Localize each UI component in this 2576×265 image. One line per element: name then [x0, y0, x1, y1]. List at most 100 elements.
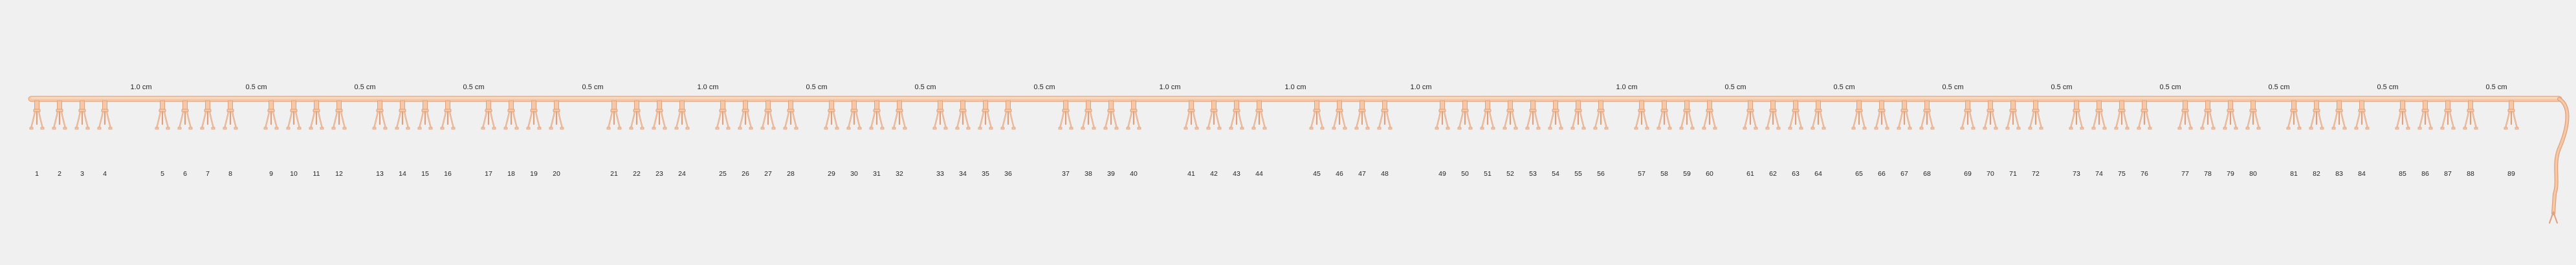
- tube-stem: [2097, 100, 2102, 111]
- spacing-label: 0.5 cm: [2159, 83, 2181, 91]
- drip-tube: [2440, 100, 2456, 130]
- tube-stem: [1576, 100, 1581, 111]
- dripper-foot-right: [771, 127, 776, 130]
- dripper-foot-left: [1435, 127, 1439, 130]
- dripper-foot-right: [2515, 127, 2519, 130]
- drip-tube: [52, 100, 67, 130]
- dripper-foot-right: [451, 127, 456, 130]
- tube-stem: [1462, 100, 1468, 111]
- dripper-legs-inner: [1230, 111, 1243, 129]
- dripper-legs-inner: [934, 111, 947, 129]
- tube-stem: [1770, 100, 1776, 111]
- dripper-legs-inner: [1356, 111, 1369, 129]
- tube-number-label: 14: [399, 170, 406, 178]
- dripper-foot-right: [943, 127, 948, 130]
- tube-stem: [938, 100, 943, 111]
- spacing-label: 0.5 cm: [2051, 83, 2072, 91]
- dripper-legs-inner: [1526, 111, 1539, 129]
- drip-tube: [2417, 100, 2433, 130]
- tube-number-label: 30: [850, 170, 858, 178]
- drip-tube: [2069, 100, 2084, 130]
- dripper-legs-inner: [1984, 111, 1997, 129]
- tube-number-label: 72: [2032, 170, 2040, 178]
- tube-number-label: 82: [2313, 170, 2320, 178]
- tube-number-label: 19: [530, 170, 538, 178]
- dripper-foot-right: [1491, 127, 1495, 130]
- dripper-legs-inner: [784, 111, 797, 129]
- dripper-foot-right: [297, 127, 302, 130]
- main-pipe-highlight: [31, 97, 2559, 99]
- tube-number-label: 55: [1574, 170, 1582, 178]
- dripper-legs-inner: [653, 111, 666, 129]
- drip-tube: [503, 100, 519, 130]
- tube-stem: [1793, 100, 1798, 111]
- dripper-foot-right: [537, 127, 542, 130]
- dripper-foot-right: [2365, 127, 2370, 130]
- dripper-legs-inner: [2070, 111, 2083, 129]
- drip-tube: [1983, 100, 1998, 130]
- drip-tube: [155, 100, 170, 130]
- tube-stem: [1965, 100, 1970, 111]
- dripper-foot-left: [674, 127, 679, 130]
- tube-number-label: 76: [2141, 170, 2148, 178]
- dripper-legs-inner: [1105, 111, 1117, 129]
- tube-number-label: 59: [1683, 170, 1691, 178]
- tube-stem: [1382, 100, 1387, 111]
- dripper-foot-left: [1309, 127, 1314, 130]
- dripper-foot-left: [503, 127, 508, 130]
- tube-stem: [2314, 100, 2319, 111]
- dripper-foot-left: [606, 127, 611, 130]
- dripper-foot-right: [428, 127, 433, 130]
- tube-number-label: 26: [742, 170, 749, 178]
- dripper-foot-left: [2137, 127, 2141, 130]
- tube-stem: [1748, 100, 1753, 111]
- dripper-foot-left: [2091, 127, 2096, 130]
- dripper-foot-left: [1919, 127, 1924, 130]
- dripper-foot-left: [2395, 127, 2399, 130]
- tube-stem: [2509, 100, 2514, 111]
- dripper-foot-left: [2005, 127, 2010, 130]
- drip-tube: [1811, 100, 1826, 130]
- dripper-foot-left: [2177, 127, 2182, 130]
- tube-stem: [852, 100, 857, 111]
- tube-stem: [269, 100, 274, 111]
- tube-number-label: 25: [719, 170, 727, 178]
- tube-stem: [102, 100, 107, 111]
- dripper-foot-left: [52, 127, 56, 130]
- tube-number-label: 22: [633, 170, 641, 178]
- dripper-legs-inner: [2138, 111, 2151, 129]
- drip-tube: [760, 100, 776, 130]
- drip-tube: [2354, 100, 2370, 130]
- tube-stem: [897, 100, 902, 111]
- dripper-foot-left: [2286, 127, 2291, 130]
- spacing-label: 0.5 cm: [463, 83, 484, 91]
- dripper-foot-left: [1103, 127, 1108, 130]
- dripper-foot-right: [2102, 127, 2107, 130]
- dripper-legs-inner: [1459, 111, 1471, 129]
- dripper-foot-right: [342, 127, 347, 130]
- dripper-foot-right: [2342, 127, 2347, 130]
- dripper-foot-right: [2428, 127, 2433, 130]
- spacing-label: 0.5 cm: [2485, 83, 2507, 91]
- dripper-foot-right: [1343, 127, 1347, 130]
- dripper-foot-left: [1354, 127, 1359, 130]
- tube-number-label: 41: [1187, 170, 1195, 178]
- dripper-foot-left: [1206, 127, 1211, 130]
- tube-number-label: 53: [1529, 170, 1537, 178]
- dripper-legs-inner: [1059, 111, 1072, 129]
- tube-number-label: 4: [103, 170, 107, 178]
- drip-tube: [74, 100, 90, 130]
- drip-tube: [1919, 100, 1935, 130]
- dripper-foot-right: [2125, 127, 2130, 130]
- tube-stem: [1257, 100, 1262, 111]
- spacing-label: 0.5 cm: [1833, 83, 1855, 91]
- dripper-legs-inner: [482, 111, 495, 129]
- drip-tube: [1457, 100, 1473, 130]
- tube-stem: [1189, 100, 1194, 111]
- dripper-legs-inner: [1504, 111, 1517, 129]
- tube-stem: [1337, 100, 1342, 111]
- tube-stem: [314, 100, 319, 111]
- spacing-label: 1.0 cm: [1410, 83, 1431, 91]
- dripper-legs-inner: [2115, 111, 2128, 129]
